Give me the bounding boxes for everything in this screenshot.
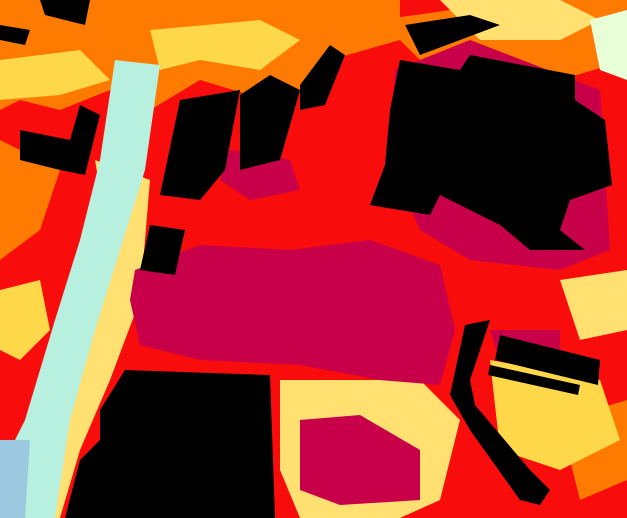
building (405, 15, 500, 55)
river-deep (0, 440, 30, 518)
building (488, 365, 580, 395)
river (0, 60, 160, 518)
yellow-zone (0, 50, 110, 100)
building (20, 105, 100, 175)
purple-zone (130, 240, 455, 385)
purple-zone (300, 415, 420, 505)
building (160, 90, 240, 200)
yellow-zone (490, 360, 620, 470)
building (140, 225, 185, 275)
building (450, 320, 550, 505)
yellow-zone (0, 280, 50, 360)
building (240, 75, 300, 170)
yellow-zone (560, 270, 627, 340)
building (0, 25, 30, 45)
buildings (0, 0, 612, 518)
building (40, 0, 90, 25)
building (65, 370, 275, 518)
pale-zone (590, 10, 627, 80)
yellow-zone (150, 20, 300, 70)
building (300, 45, 345, 110)
building (370, 55, 612, 250)
orange-zone (0, 140, 60, 260)
building (495, 335, 600, 385)
